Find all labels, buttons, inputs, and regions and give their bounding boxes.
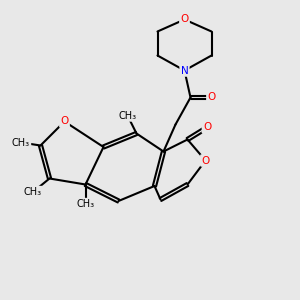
Text: N: N xyxy=(181,65,188,76)
Text: CH₃: CH₃ xyxy=(12,137,30,148)
Text: O: O xyxy=(60,116,69,127)
Text: CH₃: CH₃ xyxy=(76,199,94,209)
Text: O: O xyxy=(207,92,216,103)
Text: CH₃: CH₃ xyxy=(118,110,136,121)
Text: O: O xyxy=(203,122,211,133)
Text: O: O xyxy=(180,14,189,25)
Text: O: O xyxy=(201,155,210,166)
Text: CH₃: CH₃ xyxy=(24,187,42,197)
